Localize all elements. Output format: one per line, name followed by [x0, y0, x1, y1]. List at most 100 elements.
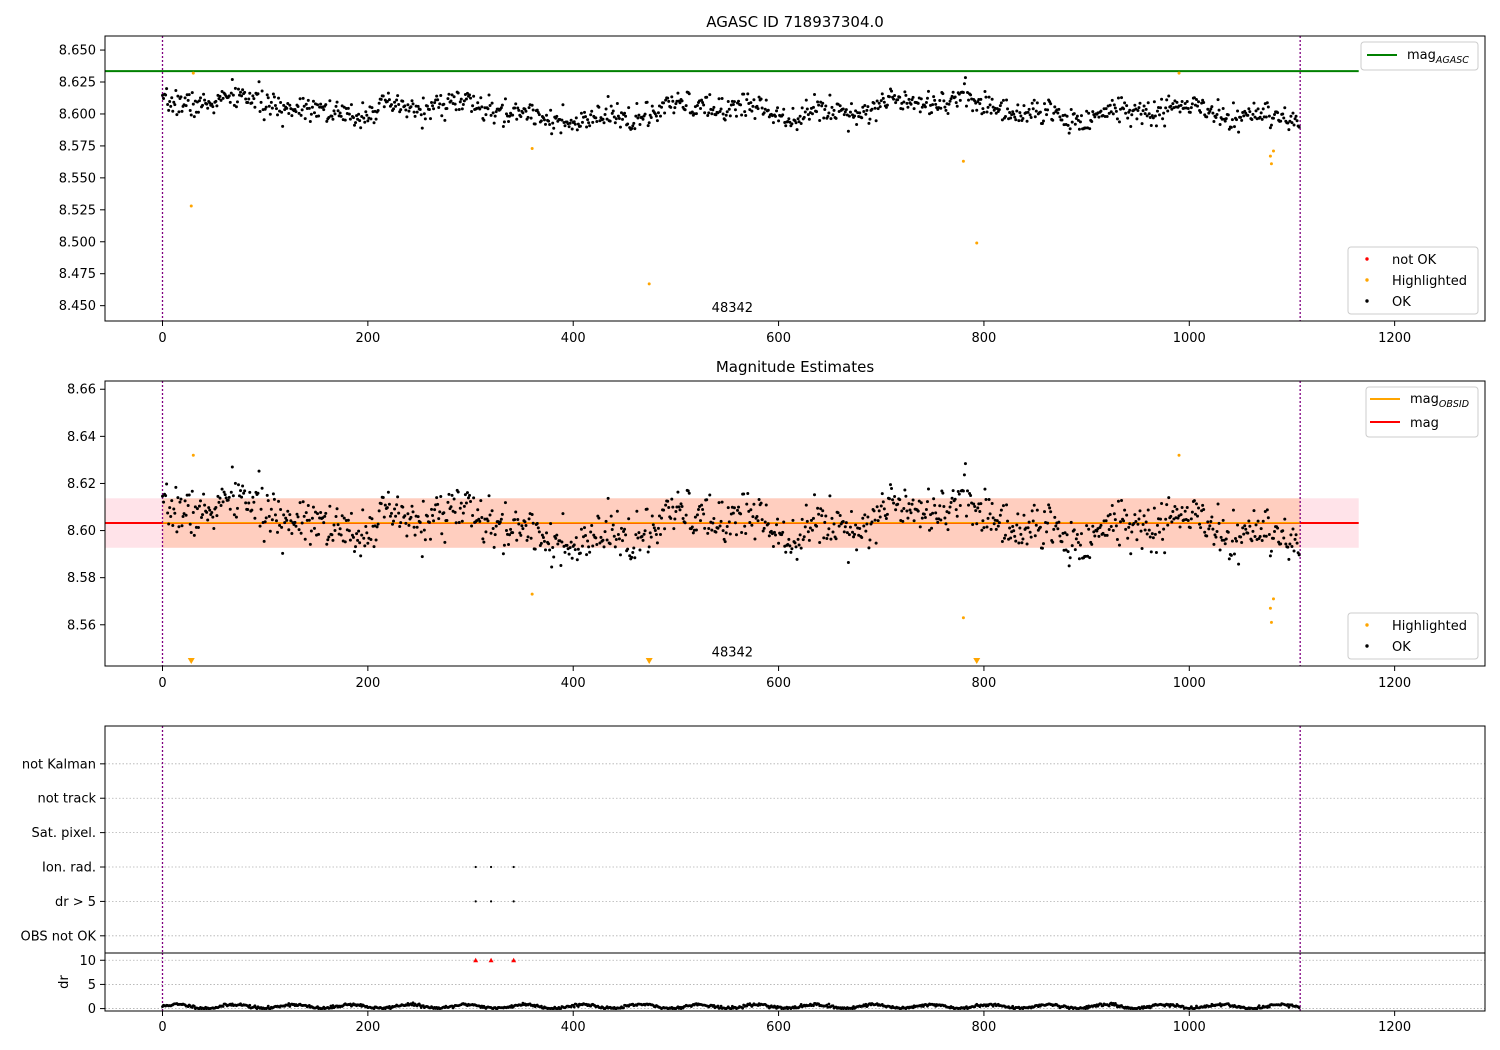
dr-x-tick-label: 600: [766, 1020, 791, 1035]
magnitude-ok-point: [1239, 535, 1243, 539]
flags-plot-area: [105, 726, 1485, 953]
agasc-ok-point: [805, 107, 809, 111]
magnitude-ok-point: [646, 550, 650, 554]
magnitude-ok-point: [943, 516, 947, 520]
agasc-ok-point: [614, 117, 618, 121]
agasc-ok-point: [1167, 94, 1171, 98]
magnitude-ok-point: [680, 505, 684, 509]
magnitude-ok-point: [310, 516, 314, 520]
agasc-ok-point: [781, 113, 785, 117]
agasc-ok-point: [551, 121, 555, 125]
agasc-ok-point: [906, 105, 910, 109]
agasc-ok-point: [386, 91, 390, 95]
magnitude-ok-point: [580, 544, 584, 548]
agasc-ok-point: [865, 108, 869, 112]
agasc-ok-point: [1057, 107, 1061, 111]
agasc-ok-point: [1206, 107, 1210, 111]
agasc-ok-point: [944, 108, 948, 112]
magnitude-ok-point: [951, 489, 955, 493]
agasc-ok-point: [790, 122, 794, 126]
agasc-ok-point: [773, 114, 777, 118]
magnitude-ok-point: [542, 539, 546, 543]
agasc-ok-point: [832, 108, 836, 112]
agasc-ok-point: [266, 96, 270, 100]
magnitude-ok-point: [459, 501, 463, 505]
agasc-ok-point: [1085, 109, 1089, 113]
magnitude-ok-point: [257, 469, 261, 473]
agasc-ok-point: [1236, 109, 1240, 113]
magnitude-ok-point: [953, 497, 957, 501]
agasc-ok-point: [1171, 102, 1175, 106]
agasc-ok-point: [183, 96, 187, 100]
magnitude-ok-point: [1138, 509, 1142, 513]
agasc-ok-point: [878, 105, 882, 109]
magnitude-ok-point: [369, 538, 373, 542]
magnitude-ok-point: [1022, 513, 1026, 517]
magnitude-ok-point: [969, 494, 973, 498]
agasc-ok-point: [1143, 112, 1147, 116]
magnitude-highlighted-point: [1269, 620, 1273, 624]
magnitude-ok-point: [848, 525, 852, 529]
agasc-ok-point: [884, 105, 888, 109]
magnitude-ok-point: [383, 503, 387, 507]
magnitude-ok-point: [1263, 509, 1267, 513]
magnitude-ok-point: [178, 500, 182, 504]
magnitude-ok-point: [601, 538, 605, 542]
magnitude-ok-point: [991, 516, 995, 520]
magnitude-ok-point: [944, 522, 948, 526]
agasc-legend-bottom: not OK Highlighted OK: [1347, 246, 1479, 315]
agasc-ok-point: [309, 112, 313, 116]
magnitude-ok-point: [666, 499, 670, 503]
magnitude-ok-point: [1194, 502, 1198, 506]
agasc-ok-point: [246, 101, 250, 105]
agasc-ok-point: [946, 111, 950, 115]
magnitude-ok-point: [1162, 527, 1166, 531]
magnitude-ok-point: [1053, 515, 1057, 519]
magnitude-ok-point: [171, 523, 175, 527]
magnitude-ok-point: [890, 486, 894, 490]
magnitude-ok-point: [1269, 549, 1273, 553]
magnitude-ok-point: [1147, 528, 1151, 532]
agasc-ok-point: [811, 105, 815, 109]
magnitude-ok-point: [636, 536, 640, 540]
magnitude-ok-point: [606, 496, 610, 500]
magnitude-ok-point: [829, 537, 833, 541]
agasc-ok-point: [1130, 113, 1134, 117]
magnitude-ok-point: [588, 550, 592, 554]
agasc-ok-point: [1012, 112, 1016, 116]
magnitude-ok-point: [1134, 519, 1138, 523]
magnitude-ok-point: [283, 521, 287, 525]
magnitude-ok-point: [923, 516, 927, 520]
agasc-ok-point: [267, 104, 271, 108]
agasc-legend-bottom-box: [1347, 246, 1479, 315]
agasc-ok-point: [1029, 116, 1033, 120]
agasc-ok-point: [1138, 101, 1142, 105]
magnitude-ok-point: [258, 524, 262, 528]
agasc-ok-point: [674, 102, 678, 106]
magnitude-ok-point: [1189, 517, 1193, 521]
magnitude-ok-point: [1188, 526, 1192, 530]
agasc-ok-point: [1026, 110, 1030, 114]
magnitude-ok-point: [587, 545, 591, 549]
agasc-ok-point: [1088, 127, 1092, 131]
agasc-ok-point: [823, 108, 827, 112]
agasc-ok-point: [281, 124, 285, 128]
magnitude-ok-point: [1226, 530, 1230, 534]
magnitude-ok-point: [723, 540, 727, 544]
magnitude-ok-point: [466, 496, 470, 500]
agasc-highlighted-point: [1269, 162, 1273, 166]
magnitude-ok-point: [926, 487, 930, 491]
magnitude-ok-point: [559, 563, 563, 567]
magnitude-highlighted-point: [1271, 597, 1275, 601]
agasc-ok-point: [461, 103, 465, 107]
agasc-ok-point: [702, 103, 706, 107]
agasc-ok-point: [1111, 112, 1115, 116]
magnitude-ok-point: [610, 527, 614, 531]
agasc-ok-point: [501, 125, 505, 129]
agasc-ok-point: [1279, 119, 1283, 123]
magnitude-ok-point: [853, 532, 857, 536]
magnitude-ok-point: [428, 537, 432, 541]
dr-point: [826, 1005, 830, 1009]
magnitude-ok-point: [167, 522, 171, 526]
agasc-ok-point: [1075, 114, 1079, 118]
